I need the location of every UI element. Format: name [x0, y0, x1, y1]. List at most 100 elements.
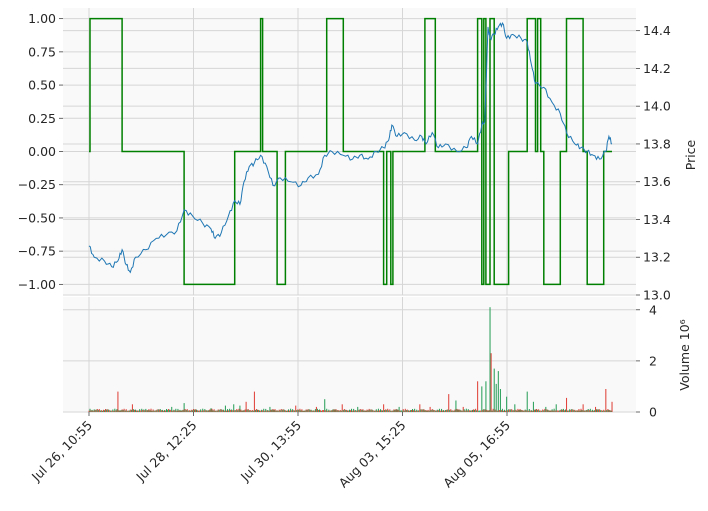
volume-bar	[445, 410, 447, 412]
volume-bar	[361, 409, 363, 412]
volume-bar	[94, 409, 96, 412]
volume-bar	[417, 410, 419, 412]
volume-bar	[567, 410, 569, 412]
volume-axis-label: Volume 10⁶	[677, 319, 692, 390]
volume-bar	[329, 410, 331, 412]
volume-bar	[378, 410, 380, 412]
volume-bar	[278, 409, 280, 412]
volume-bar	[572, 409, 574, 412]
volume-bar	[112, 409, 114, 412]
volume-bar	[197, 410, 199, 412]
volume-bar	[212, 410, 214, 412]
signal-line	[89, 17, 612, 286]
volume-bar	[193, 409, 195, 412]
volume-bar	[400, 410, 402, 412]
volume-bar	[313, 410, 315, 412]
volume-bar	[487, 410, 489, 412]
volume-bar	[89, 408, 91, 412]
volume-bar	[309, 409, 311, 412]
volume-bar	[258, 409, 260, 412]
volume-bar	[183, 403, 185, 412]
volume-bar	[525, 410, 527, 412]
volume-bar	[366, 409, 368, 412]
volume-bar	[561, 409, 563, 412]
volume-bar	[598, 409, 600, 412]
volume-bar	[576, 410, 578, 412]
volume-bar	[550, 410, 552, 412]
x-tick-label: Jul 28, 12:25	[132, 418, 199, 485]
volume-bar	[545, 406, 547, 412]
volume-bar	[156, 409, 158, 412]
volume-bar	[480, 410, 482, 412]
volume-panel	[63, 297, 636, 412]
volume-bar	[600, 410, 602, 412]
volume-bar	[485, 381, 487, 412]
volume-bar	[360, 409, 362, 412]
volume-bar	[437, 410, 439, 412]
volume-bar	[192, 409, 194, 412]
volume-bar	[167, 409, 169, 412]
volume-bar	[330, 410, 332, 412]
volume-bar	[243, 410, 245, 412]
volume-bar	[575, 410, 577, 412]
volume-bar	[148, 409, 150, 412]
volume-bar	[120, 410, 122, 412]
volume-bar	[551, 409, 553, 412]
volume-bar	[308, 409, 310, 412]
volume-bar	[211, 408, 213, 412]
volume-bar	[169, 409, 171, 412]
volume-bar	[207, 410, 209, 412]
volume-bar	[387, 408, 389, 412]
volume-bar	[98, 409, 100, 412]
volume-bar	[596, 409, 598, 412]
volume-bar	[144, 410, 146, 412]
volume-bar	[557, 410, 559, 412]
volume-bar	[107, 409, 109, 412]
volume-bar	[119, 410, 121, 412]
volume-bar	[559, 409, 561, 412]
volume-bar	[467, 409, 469, 412]
volume-bar	[492, 408, 494, 412]
volume-bar	[248, 410, 250, 412]
volume-bar	[260, 410, 262, 412]
volume-bar	[483, 409, 485, 412]
volume-bar	[552, 410, 554, 412]
volume-bar	[463, 409, 465, 412]
volume-bar	[611, 401, 613, 412]
volume-bar	[603, 409, 605, 412]
volume-bar	[401, 410, 403, 412]
volume-bar	[272, 409, 274, 412]
volume-bar	[482, 409, 484, 412]
volume-bar	[365, 410, 367, 412]
volume-bar	[284, 410, 286, 412]
volume-bar	[162, 410, 164, 412]
volume-bar	[585, 410, 587, 412]
right-tick-label: 13.2	[643, 250, 671, 265]
volume-bar	[115, 410, 117, 412]
volume-bar	[178, 410, 180, 412]
volume-bar	[475, 408, 477, 412]
volume-bar	[386, 409, 388, 412]
left-tick-label: −0.50	[18, 210, 56, 225]
volume-bar	[341, 404, 343, 412]
volume-bar	[512, 410, 514, 412]
volume-bar	[433, 410, 435, 412]
volume-bar	[507, 410, 509, 412]
volume-bar	[270, 409, 272, 412]
volume-bar	[424, 410, 426, 412]
volume-bar	[210, 408, 212, 412]
volume-bar	[560, 409, 562, 412]
volume-bar	[349, 409, 351, 412]
volume-bar	[271, 409, 273, 412]
volume-bar	[431, 409, 433, 412]
volume-bar	[520, 409, 522, 412]
volume-bar	[335, 409, 337, 412]
volume-bar	[355, 410, 357, 412]
volume-bar	[422, 409, 424, 412]
volume-bar	[577, 410, 579, 412]
volume-bar	[282, 409, 284, 412]
volume-bar	[155, 410, 157, 412]
volume-bar	[288, 409, 290, 412]
volume-bar	[500, 410, 502, 412]
volume-bar	[408, 410, 410, 412]
